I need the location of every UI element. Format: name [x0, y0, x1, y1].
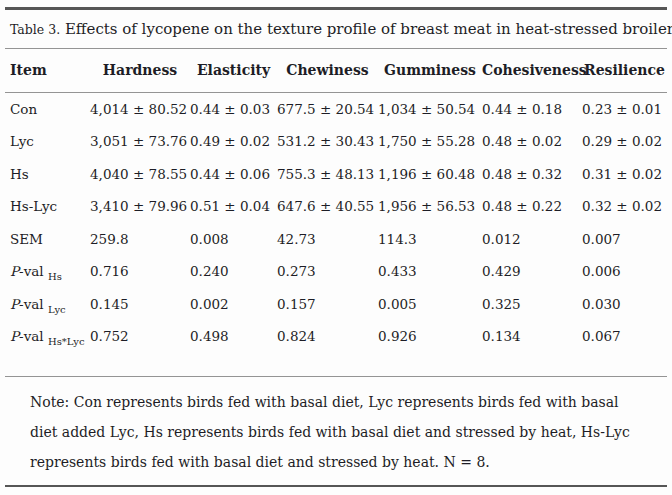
table-row: Con4,014 ± 80.520.44 ± 0.03677.5 ± 20.54… — [5, 92, 667, 125]
table-cell: 1,750 ± 55.28 — [378, 125, 482, 158]
table-cell: 0.005 — [378, 288, 482, 321]
table-cell: 0.273 — [277, 255, 378, 288]
table-row: Lyc3,051 ± 73.760.49 ± 0.02531.2 ± 30.43… — [5, 125, 667, 158]
table-cell: 531.2 ± 30.43 — [277, 125, 378, 158]
table-cell: 0.006 — [582, 255, 667, 288]
column-header: Hardness — [90, 48, 190, 92]
table-cell: 0.008 — [190, 223, 277, 256]
row-label: Hs-Lyc — [5, 190, 90, 223]
table-cell: 0.824 — [277, 320, 378, 376]
row-label: Lyc — [5, 125, 90, 158]
row-label: P-val Lyc — [5, 288, 90, 321]
table-cell: 0.926 — [378, 320, 482, 376]
table-cell: 3,051 ± 73.76 — [90, 125, 190, 158]
table-cell: 0.44 ± 0.06 — [190, 158, 277, 191]
table-row: Hs-Lyc3,410 ± 79.960.51 ± 0.04647.6 ± 40… — [5, 190, 667, 223]
table-cell: 0.31 ± 0.02 — [582, 158, 667, 191]
row-label: P-val Hs*Lyc — [5, 320, 90, 376]
table-cell: 677.5 ± 20.54 — [277, 92, 378, 125]
table-cell: 0.429 — [482, 255, 582, 288]
table-cell: 3,410 ± 79.96 — [90, 190, 190, 223]
table-cell: 0.752 — [90, 320, 190, 376]
table-row: P-val Hs*Lyc0.7520.4980.8240.9260.1340.0… — [5, 320, 667, 376]
column-header: Resilience — [582, 48, 667, 92]
table-row: SEM259.80.00842.73114.30.0120.007 — [5, 223, 667, 256]
table-cell: 0.002 — [190, 288, 277, 321]
table-cell: 0.51 ± 0.04 — [190, 190, 277, 223]
table-cell: 0.48 ± 0.32 — [482, 158, 582, 191]
table-cell: 0.134 — [482, 320, 582, 376]
table-cell: 4,040 ± 78.55 — [90, 158, 190, 191]
table-cell: 0.240 — [190, 255, 277, 288]
header-row: ItemHardnessElasticityChewinessGumminess… — [5, 48, 667, 92]
table-body: Con4,014 ± 80.520.44 ± 0.03677.5 ± 20.54… — [5, 92, 667, 376]
row-label: SEM — [5, 223, 90, 256]
table-cell: 755.3 ± 48.13 — [277, 158, 378, 191]
table-cell: 0.48 ± 0.02 — [482, 125, 582, 158]
table-cell: 0.23 ± 0.01 — [582, 92, 667, 125]
table-cell: 1,956 ± 56.53 — [378, 190, 482, 223]
table-cell: 0.157 — [277, 288, 378, 321]
bottom-rule — [5, 485, 667, 488]
row-label: Hs — [5, 158, 90, 191]
table-cell: 4,014 ± 80.52 — [90, 92, 190, 125]
table-cell: 0.48 ± 0.22 — [482, 190, 582, 223]
table-header-row: ItemHardnessElasticityChewinessGumminess… — [5, 48, 667, 92]
table-cell: 0.012 — [482, 223, 582, 256]
column-header: Gumminess — [378, 48, 482, 92]
table-cell: 0.007 — [582, 223, 667, 256]
table-cell: 0.498 — [190, 320, 277, 376]
table-cell: 0.325 — [482, 288, 582, 321]
article-table-panel: Table 3. Effects of lycopene on the text… — [0, 0, 672, 487]
table-cell: 0.49 ± 0.02 — [190, 125, 277, 158]
table-cell: 0.44 ± 0.18 — [482, 92, 582, 125]
table-row: P-val Hs0.7160.2400.2730.4330.4290.006 — [5, 255, 667, 288]
table-caption-text: Effects of lycopene on the texture profi… — [60, 20, 672, 38]
table-cell: 1,196 ± 60.48 — [378, 158, 482, 191]
table-cell: 0.44 ± 0.03 — [190, 92, 277, 125]
table-footnote: Note: Con represents birds fed with basa… — [30, 387, 643, 477]
table-cell: 0.29 ± 0.02 — [582, 125, 667, 158]
table-cell: 0.433 — [378, 255, 482, 288]
table-cell: 0.145 — [90, 288, 190, 321]
table-cell: 42.73 — [277, 223, 378, 256]
column-header: Item — [5, 48, 90, 92]
column-header: Chewiness — [277, 48, 378, 92]
table-cell: 0.32 ± 0.02 — [582, 190, 667, 223]
table-number: Table 3. — [10, 22, 60, 37]
table-row: P-val Lyc0.1450.0020.1570.0050.3250.030 — [5, 288, 667, 321]
table-cell: 1,034 ± 50.54 — [378, 92, 482, 125]
table-cell: 0.067 — [582, 320, 667, 376]
texture-profile-table: ItemHardnessElasticityChewinessGumminess… — [5, 48, 667, 377]
table-cell: 0.030 — [582, 288, 667, 321]
column-header: Elasticity — [190, 48, 277, 92]
column-header: Cohesiveness — [482, 48, 582, 92]
table-cell: 647.6 ± 40.55 — [277, 190, 378, 223]
table-row: Hs4,040 ± 78.550.44 ± 0.06755.3 ± 48.131… — [5, 158, 667, 191]
row-label: Con — [5, 92, 90, 125]
row-label: P-val Hs — [5, 255, 90, 288]
table-cell: 114.3 — [378, 223, 482, 256]
table-caption: Table 3. Effects of lycopene on the text… — [5, 10, 667, 48]
table-cell: 259.8 — [90, 223, 190, 256]
table-cell: 0.716 — [90, 255, 190, 288]
